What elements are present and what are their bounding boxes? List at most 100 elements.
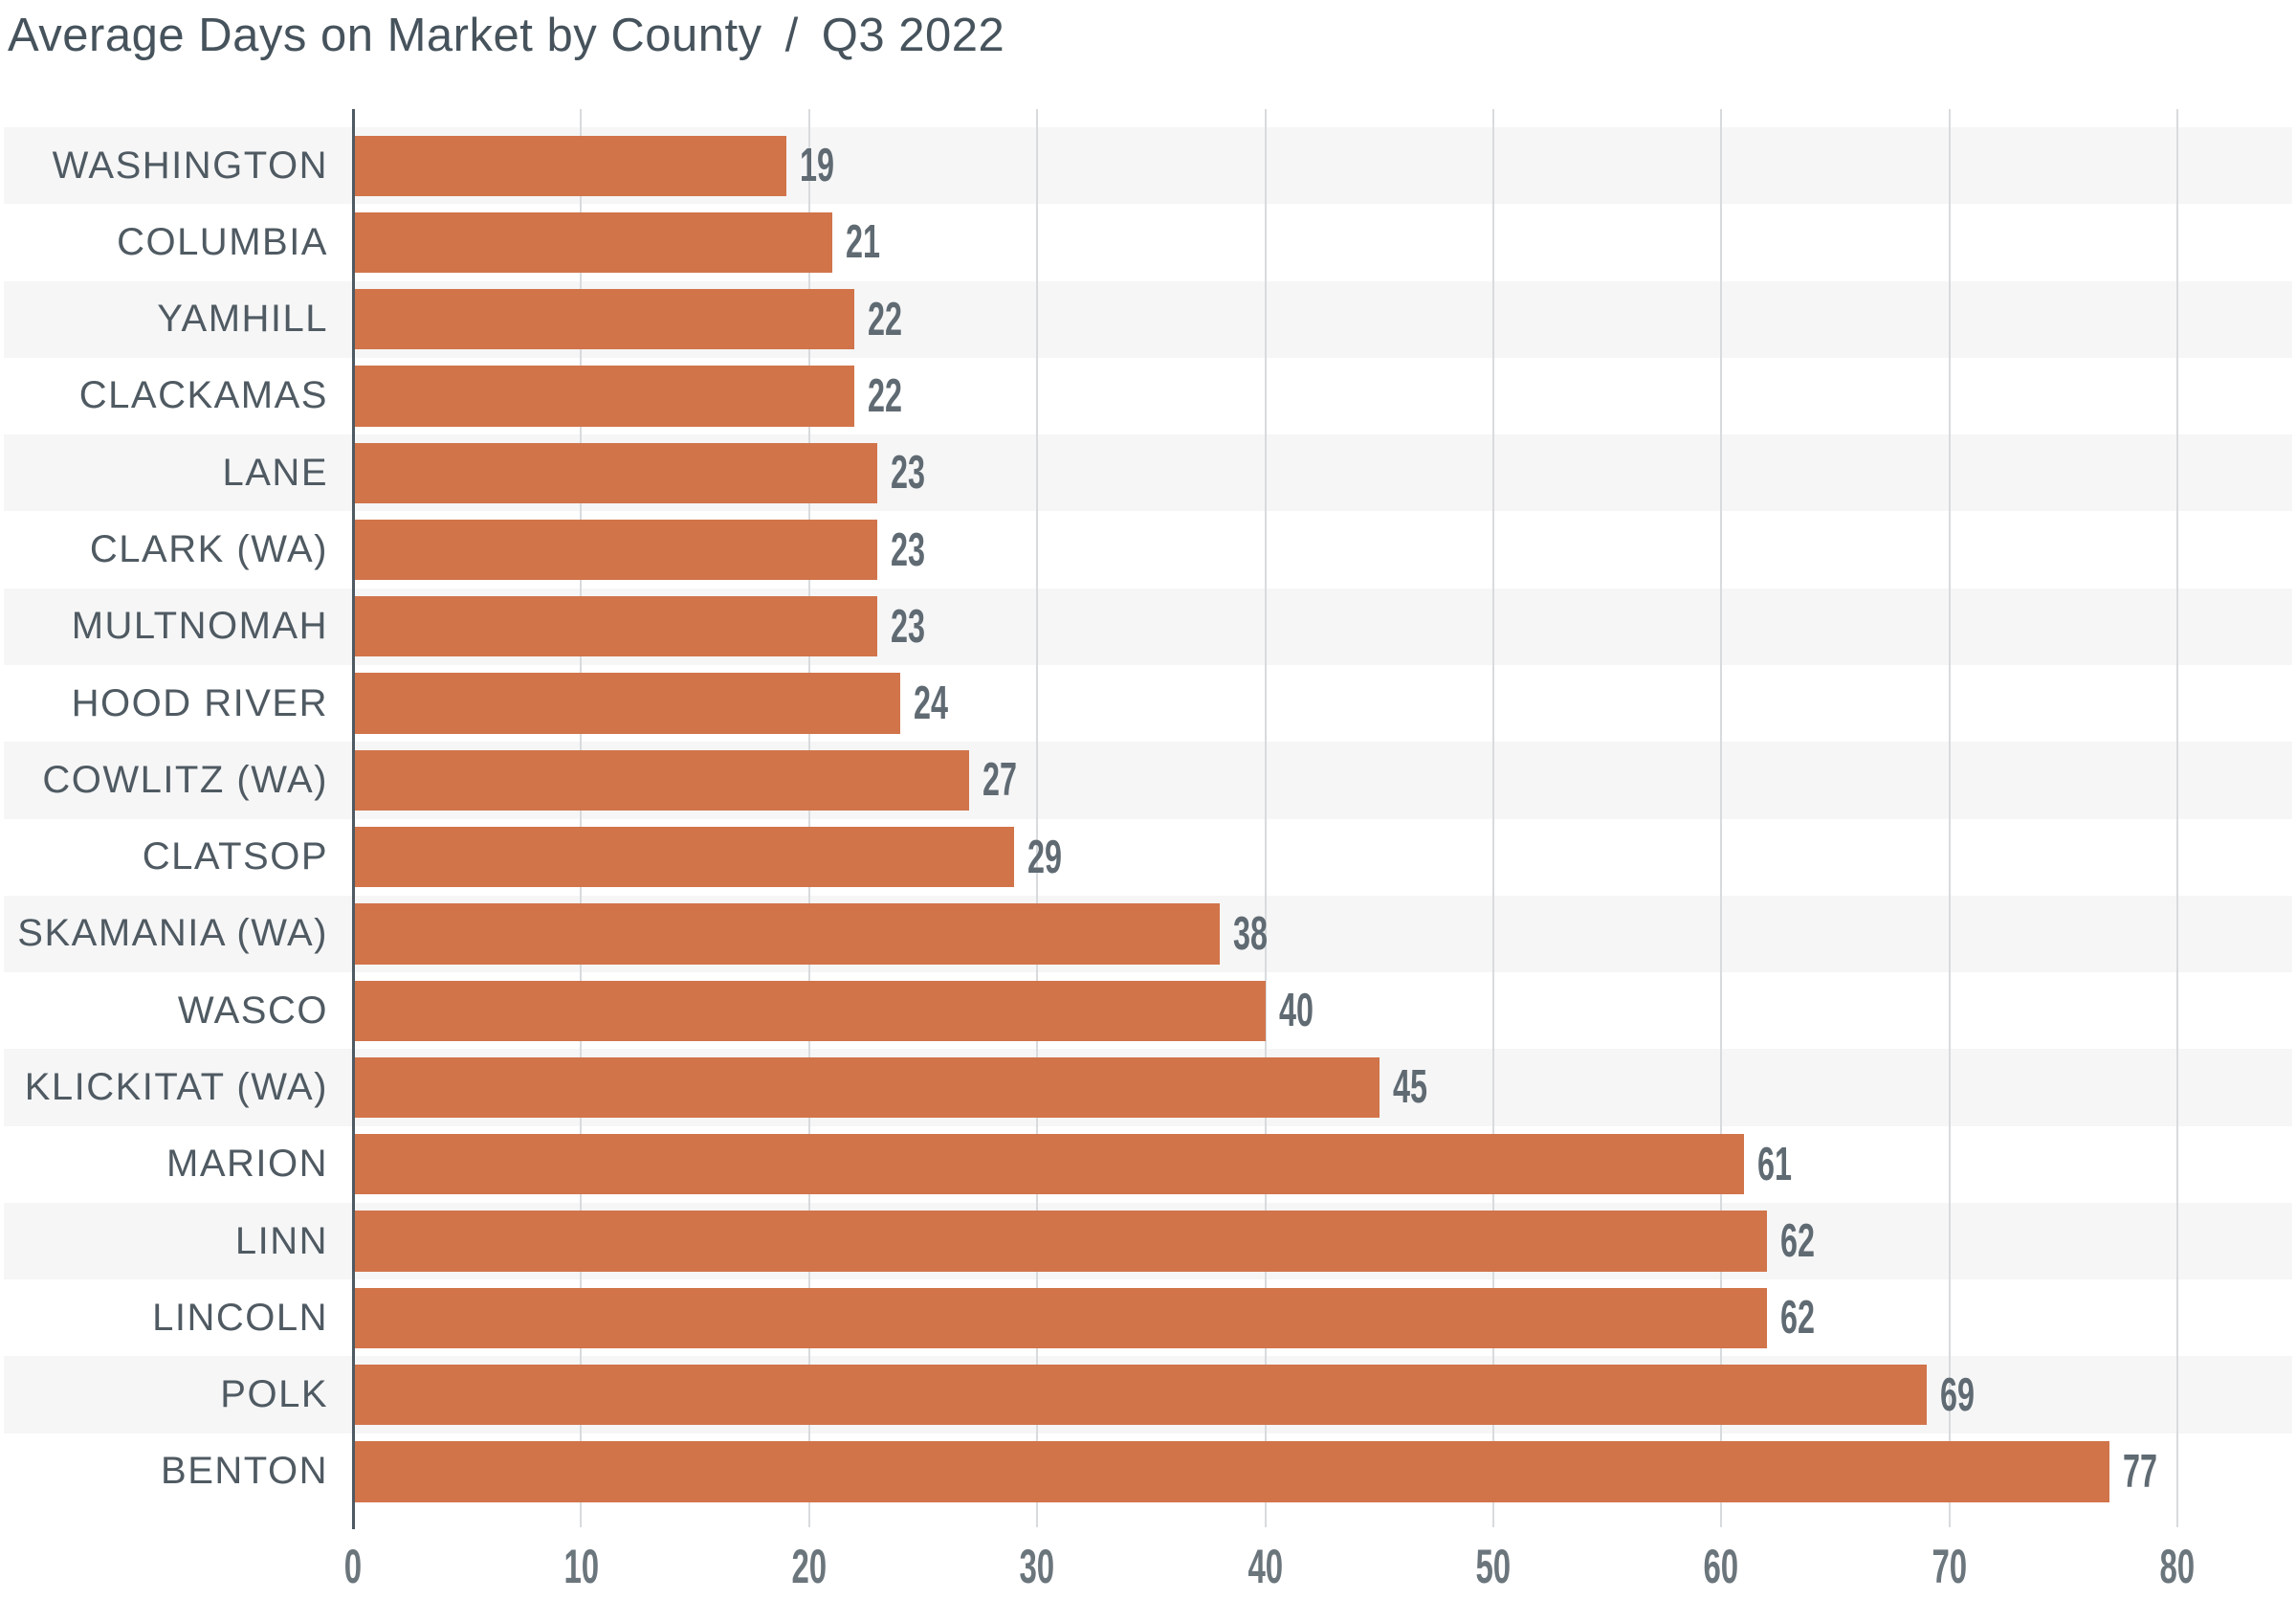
value-label-text: 29: [1027, 831, 1063, 883]
value-label-text: 40: [1278, 985, 1314, 1037]
bar: [355, 1056, 1380, 1119]
gridline: [580, 109, 583, 1527]
gridline: [1036, 109, 1039, 1527]
value-label-text: 61: [1757, 1138, 1793, 1190]
bar: [355, 673, 901, 734]
value-label-text: 69: [1939, 1368, 1975, 1421]
bar: [355, 903, 1220, 965]
value-label: 69: [1940, 1356, 1993, 1433]
value-label: 38: [1233, 896, 1286, 972]
gridline: [2176, 109, 2179, 1527]
x-tick-label: 30: [980, 1539, 1094, 1594]
county-label: COLUMBIA: [117, 220, 328, 263]
value-label-text: 77: [2122, 1445, 2157, 1498]
x-tick-label-text: 30: [1019, 1540, 1055, 1593]
value-label-text: 22: [868, 293, 903, 345]
value-label: 23: [891, 434, 943, 511]
county-label: POLK: [220, 1373, 328, 1416]
county-label: MARION: [166, 1143, 328, 1186]
county-label: CLARK (WA): [89, 528, 328, 571]
gridline: [1948, 109, 1951, 1527]
county-label: HOOD RIVER: [71, 681, 328, 724]
x-tick-label-text: 20: [791, 1540, 828, 1593]
value-label: 22: [868, 281, 920, 358]
bar: [355, 519, 878, 581]
gridline: [1491, 109, 1494, 1527]
value-label: 23: [891, 589, 943, 665]
bar: [355, 289, 855, 350]
value-label-text: 23: [891, 523, 926, 576]
county-label: CLACKAMAS: [78, 374, 328, 417]
bar: [355, 135, 786, 196]
x-tick-label-text: 80: [2159, 1540, 2196, 1593]
gridline: [1264, 109, 1267, 1527]
county-label: MULTNOMAH: [71, 605, 328, 648]
x-tick-label: 50: [1436, 1539, 1551, 1594]
bar: [355, 980, 1266, 1041]
county-label: YAMHILL: [157, 298, 328, 341]
x-tick-label-text: 70: [1932, 1540, 1968, 1593]
bar: [355, 827, 1015, 888]
value-label-text: 38: [1232, 907, 1268, 960]
value-label: 21: [846, 204, 898, 280]
county-label: COWLITZ (WA): [42, 758, 328, 801]
x-tick-label-text: 0: [343, 1540, 363, 1593]
x-tick-label: 60: [1664, 1539, 1778, 1594]
x-tick-label: 70: [1892, 1539, 2007, 1594]
chart-period: Q3 2022: [821, 10, 1005, 61]
value-label: 62: [1780, 1279, 1833, 1356]
bar: [355, 1287, 1767, 1348]
bar: [355, 366, 855, 427]
value-label-text: 62: [1779, 1292, 1815, 1344]
value-label: 61: [1757, 1126, 1810, 1203]
bar: [355, 1134, 1745, 1195]
value-label-text: 45: [1392, 1061, 1427, 1114]
chart-title-separator: /: [784, 10, 799, 61]
value-label: 19: [800, 127, 852, 204]
value-label: 45: [1393, 1049, 1446, 1125]
x-tick-label-text: 40: [1247, 1540, 1283, 1593]
bar: [355, 749, 969, 811]
chart-title-text: Average Days on Market by County: [8, 10, 762, 61]
county-label: SKAMANIA (WA): [17, 912, 328, 955]
county-label: BENTON: [161, 1450, 328, 1493]
value-label-text: 27: [982, 754, 1017, 807]
county-label: LINCOLN: [152, 1296, 328, 1339]
value-label: 77: [2123, 1433, 2175, 1510]
bar: [355, 1364, 1927, 1426]
gridline: [807, 109, 810, 1527]
county-label: CLATSOP: [142, 835, 328, 878]
bar: [355, 442, 878, 503]
value-label-text: 23: [891, 447, 926, 500]
value-label-text: 19: [799, 140, 834, 192]
county-label: KLICKITAT (WA): [24, 1065, 328, 1108]
value-label: 22: [868, 358, 920, 434]
value-label-text: 22: [868, 369, 903, 422]
gridline: [1720, 109, 1723, 1527]
x-tick-label: 80: [2120, 1539, 2235, 1594]
county-label: LANE: [222, 451, 328, 494]
county-label: WASHINGTON: [52, 144, 328, 187]
x-tick-label: 20: [752, 1539, 867, 1594]
bar: [355, 1211, 1767, 1272]
value-label: 29: [1027, 819, 1080, 896]
value-label-text: 23: [891, 600, 926, 653]
value-label: 62: [1780, 1203, 1833, 1279]
value-label-text: 24: [914, 678, 949, 730]
value-label-text: 21: [845, 216, 880, 269]
x-tick-label: 40: [1208, 1539, 1323, 1594]
value-label-text: 62: [1779, 1215, 1815, 1268]
value-label: 40: [1279, 972, 1332, 1049]
x-tick-label: 10: [523, 1539, 638, 1594]
value-label: 24: [914, 665, 966, 742]
county-label: LINN: [234, 1219, 328, 1262]
value-label: 23: [891, 511, 943, 588]
bar: [355, 1441, 2109, 1502]
chart-title: Average Days on Market by County / Q3 2022: [8, 8, 1004, 64]
x-tick-label-text: 10: [563, 1540, 599, 1593]
bar: [355, 596, 878, 657]
x-tick-label-text: 60: [1703, 1540, 1739, 1593]
value-label: 27: [982, 742, 1035, 818]
